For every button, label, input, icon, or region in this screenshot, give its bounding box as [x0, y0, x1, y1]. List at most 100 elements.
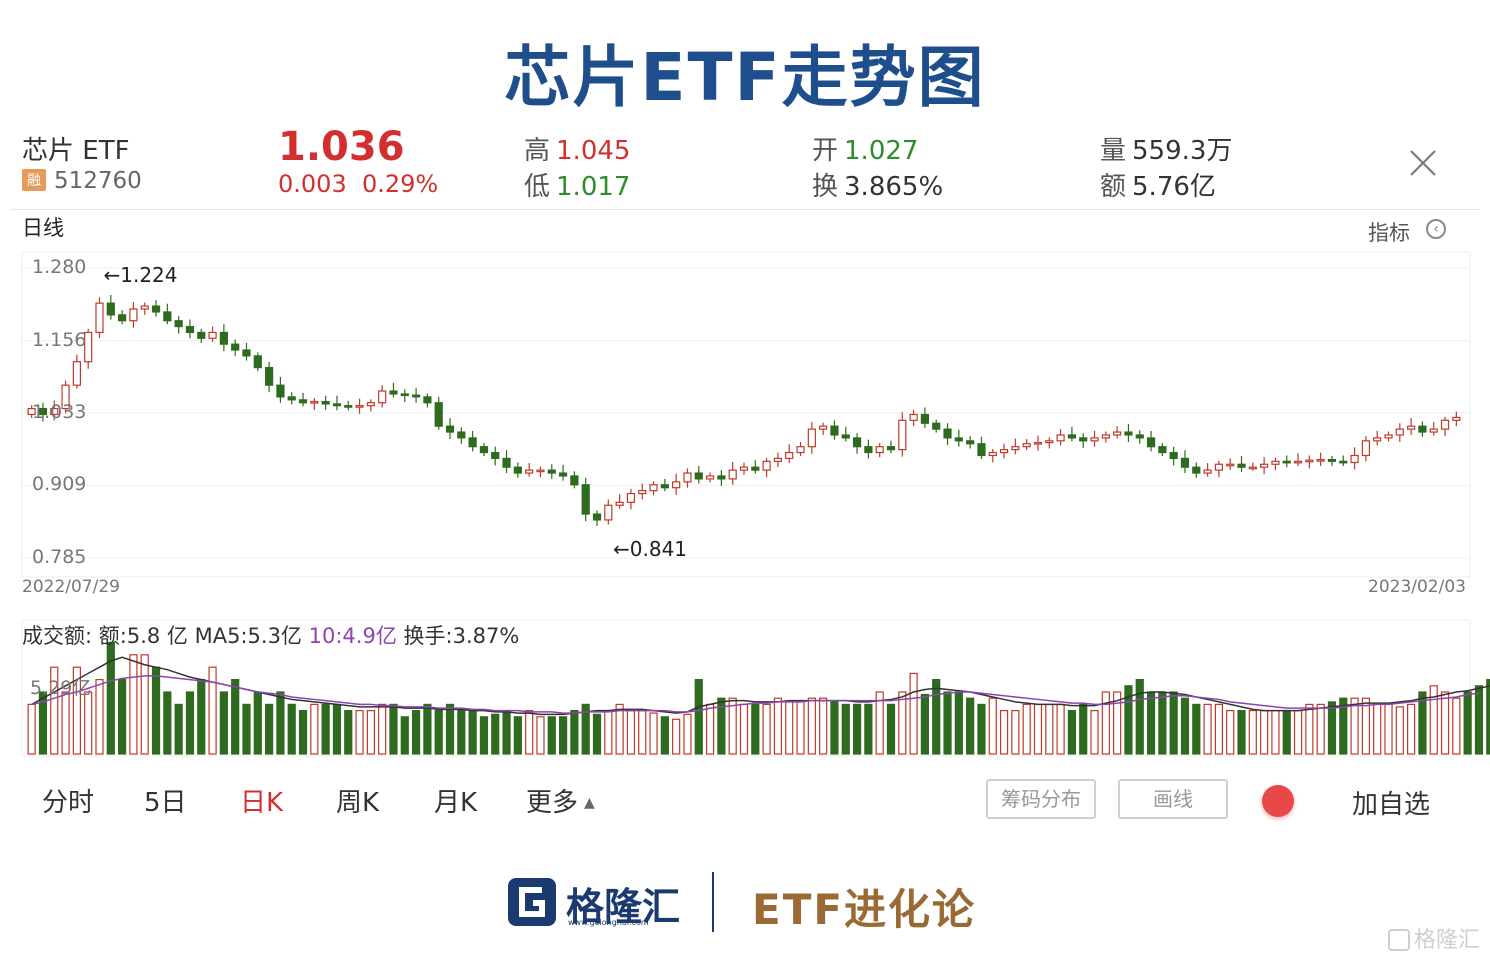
low-cell: 低 1.017 [524, 166, 630, 203]
tab-more[interactable]: 更多 ▲ [526, 782, 595, 819]
chevron-left-icon[interactable]: ‹ [1426, 219, 1446, 239]
candle [1237, 463, 1246, 468]
low-label: 低 [524, 172, 551, 202]
candle [1045, 440, 1054, 444]
candle [1429, 428, 1438, 433]
candle [751, 466, 760, 471]
candle [287, 396, 296, 401]
price-change-row: 0.003 0.29% [278, 170, 438, 198]
candle [1327, 458, 1337, 462]
volume-bar [988, 697, 997, 755]
candle [525, 469, 534, 474]
candle [1169, 451, 1178, 460]
candle [739, 466, 749, 471]
volume-bar [84, 691, 93, 755]
margin-badge: 融 [22, 169, 46, 191]
volume-bar [525, 709, 534, 755]
candle [1192, 466, 1201, 474]
volume-bar [705, 703, 715, 755]
period-tabs: 分时 5日 日K 周K 月K 更多 ▲ [0, 782, 1490, 822]
candle [1384, 434, 1393, 439]
candle [411, 394, 421, 398]
volume-bar [1237, 709, 1246, 755]
chips-distribution-button[interactable]: 筹码分布 [986, 779, 1096, 819]
volume-bar [1260, 709, 1269, 755]
candle [807, 428, 816, 448]
candle [1248, 466, 1257, 470]
candle [1226, 463, 1235, 467]
candle [615, 501, 624, 506]
close-icon[interactable] [1408, 148, 1438, 178]
tab-daily-k[interactable]: 日K [240, 788, 284, 818]
volume-bar [1022, 703, 1031, 755]
turnover-label: 换 [812, 172, 839, 202]
candle [95, 302, 104, 334]
candle [27, 408, 36, 416]
candle [231, 343, 240, 351]
volume-bar [140, 654, 149, 755]
volume-bar [1271, 709, 1280, 755]
volume-bar [1169, 691, 1178, 755]
candlestick-chart [21, 251, 1490, 757]
volume-bar [1090, 709, 1099, 755]
candle [242, 349, 251, 357]
volume-bar [751, 703, 760, 755]
volume-legend-ma10: 10:4.9亿 [308, 624, 397, 648]
candle [1090, 437, 1099, 442]
candle [660, 484, 669, 489]
volume-bar [762, 703, 771, 755]
volume-bar [977, 703, 986, 755]
volume-bar [660, 716, 669, 755]
volume-bar [785, 701, 794, 755]
tab-monthly-k[interactable]: 月K [434, 788, 478, 818]
candle [344, 405, 353, 408]
indicator-button[interactable]: 指标 [1368, 221, 1410, 245]
volume-bar [638, 709, 647, 755]
volume-bar [773, 697, 783, 755]
volume-bar [932, 678, 941, 755]
volume-bar [1316, 703, 1325, 755]
price-change: 0.003 [278, 170, 347, 198]
draw-line-button[interactable]: 画线 [1118, 779, 1228, 819]
volume-bar [672, 718, 681, 755]
volume-bar [27, 703, 36, 755]
candle [479, 446, 489, 454]
candle [796, 446, 805, 454]
candle [61, 384, 70, 410]
volume-bar [1248, 709, 1257, 755]
volume-bar [457, 709, 466, 755]
candle [1113, 431, 1122, 436]
candle [1079, 437, 1088, 442]
candle [468, 437, 477, 448]
candle [1418, 425, 1427, 433]
volume-bar [197, 678, 206, 755]
tab-5day[interactable]: 5日 [144, 788, 187, 818]
add-watchlist-button[interactable]: 加自选 [1352, 790, 1431, 820]
volume-bar [649, 712, 658, 755]
volume-bar [1113, 691, 1122, 755]
candle [1339, 460, 1348, 464]
volume-value: 559.3万 [1132, 136, 1233, 166]
volume-bar [728, 697, 737, 755]
candle [298, 399, 308, 404]
candle [773, 457, 783, 462]
price-change-pct: 0.29% [361, 170, 439, 198]
candle [909, 413, 918, 421]
volume-bar [1045, 703, 1054, 755]
candle [264, 366, 274, 386]
volume-bar [864, 703, 873, 755]
tab-weekly-k[interactable]: 周K [336, 788, 380, 818]
tab-intraday[interactable]: 分时 [42, 788, 95, 818]
fund-code: 512760 [54, 168, 142, 194]
volume-bar [886, 703, 896, 755]
candle [536, 469, 545, 473]
candle [1146, 437, 1156, 448]
candle [819, 425, 828, 430]
candle [570, 475, 579, 486]
volume-bar [423, 703, 432, 755]
volume-bar [310, 703, 319, 755]
candle [1135, 434, 1144, 439]
candle [378, 390, 387, 404]
volume-bar [920, 693, 930, 755]
record-icon[interactable] [1262, 785, 1294, 817]
